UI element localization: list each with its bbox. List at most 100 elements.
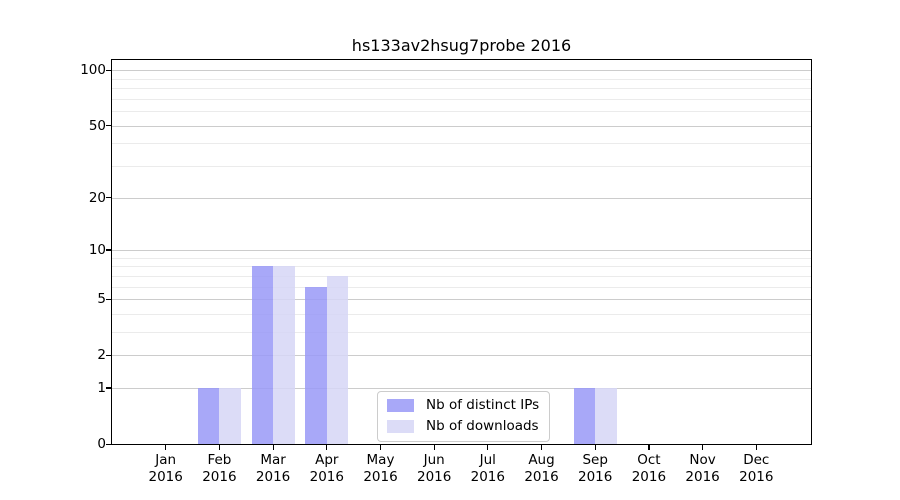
x-tick-mark bbox=[702, 445, 704, 450]
legend-label-downloads: Nb of downloads bbox=[426, 418, 539, 434]
y-tick-mark bbox=[106, 197, 111, 199]
x-tick-label: Jan 2016 bbox=[134, 452, 198, 485]
plot-area bbox=[111, 59, 812, 445]
x-tick-mark bbox=[326, 445, 328, 450]
y-tick-mark bbox=[106, 298, 111, 300]
x-tick-year: 2016 bbox=[524, 468, 559, 485]
y-tick-label: 100 bbox=[80, 62, 106, 79]
major-gridline bbox=[112, 70, 811, 72]
y-tick-label: 2 bbox=[97, 347, 106, 364]
x-tick-month: Nov bbox=[689, 452, 716, 468]
legend-swatch-downloads bbox=[387, 420, 414, 433]
x-tick-mark bbox=[218, 445, 221, 450]
x-tick-year: 2016 bbox=[739, 468, 774, 485]
y-tick-mark bbox=[106, 69, 111, 72]
x-tick-month: Jul bbox=[479, 452, 496, 468]
minor-gridline bbox=[112, 266, 811, 268]
minor-gridline bbox=[112, 313, 811, 315]
x-tick-year: 2016 bbox=[470, 468, 505, 485]
x-tick-year: 2016 bbox=[631, 468, 667, 485]
y-tick-mark bbox=[106, 354, 111, 356]
bar-nb-of-distinct-ips bbox=[197, 387, 220, 444]
bar-nb-of-downloads bbox=[219, 387, 241, 444]
legend: Nb of distinct IPs Nb of downloads bbox=[377, 391, 551, 442]
x-tick-year: 2016 bbox=[685, 468, 720, 485]
x-tick-month: Feb bbox=[207, 452, 232, 468]
x-tick-mark bbox=[648, 445, 650, 450]
x-tick-year: 2016 bbox=[202, 468, 237, 485]
minor-gridline bbox=[112, 257, 811, 259]
major-gridline bbox=[112, 387, 811, 389]
y-tick-label: 10 bbox=[88, 241, 106, 258]
minor-gridline bbox=[112, 88, 811, 90]
y-tick-mark bbox=[106, 249, 111, 251]
legend-swatch-distinct-ips bbox=[387, 399, 414, 412]
y-tick-mark bbox=[106, 125, 111, 127]
y-tick-label: 0 bbox=[97, 436, 106, 452]
x-tick-month: Oct bbox=[637, 452, 661, 468]
major-gridline bbox=[112, 355, 811, 357]
y-tick-mark bbox=[106, 387, 111, 389]
x-tick-year: 2016 bbox=[417, 468, 452, 485]
major-gridline bbox=[112, 249, 811, 251]
x-tick-label: Mar 2016 bbox=[241, 452, 305, 485]
x-tick-month: Apr bbox=[315, 452, 339, 468]
x-tick-label: May 2016 bbox=[349, 452, 413, 485]
x-tick-label: Feb 2016 bbox=[187, 452, 251, 485]
x-tick-mark bbox=[594, 445, 596, 450]
bar-nb-of-distinct-ips bbox=[573, 387, 596, 444]
x-tick-month: May bbox=[366, 452, 395, 468]
minor-gridline bbox=[112, 143, 811, 145]
y-tick-label: 20 bbox=[88, 189, 106, 206]
y-tick-label: 1 bbox=[97, 379, 106, 396]
bar-nb-of-downloads bbox=[595, 387, 617, 444]
chart-title: hs133av2hsug7probe 2016 bbox=[351, 36, 572, 55]
x-tick-label: Dec 2016 bbox=[724, 452, 788, 485]
minor-gridline bbox=[112, 166, 811, 167]
minor-gridline bbox=[112, 275, 811, 277]
bar-nb-of-downloads bbox=[273, 266, 295, 444]
x-tick-month: Dec bbox=[743, 452, 770, 468]
x-tick-label: Sep 2016 bbox=[563, 452, 627, 485]
x-tick-label: Apr 2016 bbox=[295, 452, 359, 485]
bar-nb-of-distinct-ips bbox=[251, 266, 274, 444]
minor-gridline bbox=[112, 286, 811, 288]
x-tick-year: 2016 bbox=[255, 468, 291, 485]
x-tick-month: Sep bbox=[582, 452, 608, 468]
major-gridline bbox=[112, 299, 811, 300]
x-tick-year: 2016 bbox=[578, 468, 613, 485]
y-tick-label: 50 bbox=[88, 117, 106, 134]
x-tick-label: Oct 2016 bbox=[617, 452, 681, 485]
bar-nb-of-distinct-ips bbox=[305, 286, 327, 444]
x-tick-mark bbox=[540, 445, 543, 450]
x-tick-month: Jan bbox=[155, 452, 177, 468]
x-tick-label: Aug 2016 bbox=[510, 452, 574, 485]
x-tick-mark bbox=[165, 445, 167, 450]
minor-gridline bbox=[112, 111, 811, 113]
x-tick-year: 2016 bbox=[148, 468, 183, 485]
x-tick-label: Jun 2016 bbox=[402, 452, 466, 485]
legend-item-distinct-ips: Nb of distinct IPs bbox=[387, 398, 539, 413]
minor-gridline bbox=[112, 78, 811, 80]
legend-label-distinct-ips: Nb of distinct IPs bbox=[426, 397, 540, 413]
x-tick-label: Jul 2016 bbox=[456, 452, 520, 485]
x-tick-month: Jun bbox=[423, 452, 445, 468]
minor-gridline bbox=[112, 98, 811, 100]
x-tick-label: Nov 2016 bbox=[671, 452, 735, 485]
x-tick-month: Aug bbox=[528, 452, 555, 468]
x-tick-year: 2016 bbox=[363, 468, 398, 485]
x-tick-mark bbox=[487, 445, 489, 450]
major-gridline bbox=[112, 197, 811, 199]
bar-nb-of-downloads bbox=[326, 275, 349, 444]
y-tick-label: 5 bbox=[97, 291, 106, 307]
x-tick-month: Mar bbox=[260, 452, 286, 468]
legend-item-downloads: Nb of downloads bbox=[387, 419, 539, 434]
x-tick-mark bbox=[755, 445, 757, 450]
x-tick-mark bbox=[272, 445, 274, 450]
minor-gridline bbox=[112, 331, 811, 333]
y-tick-mark bbox=[106, 443, 111, 445]
x-tick-mark bbox=[379, 445, 382, 450]
major-gridline bbox=[112, 125, 811, 127]
x-tick-mark bbox=[433, 445, 435, 450]
